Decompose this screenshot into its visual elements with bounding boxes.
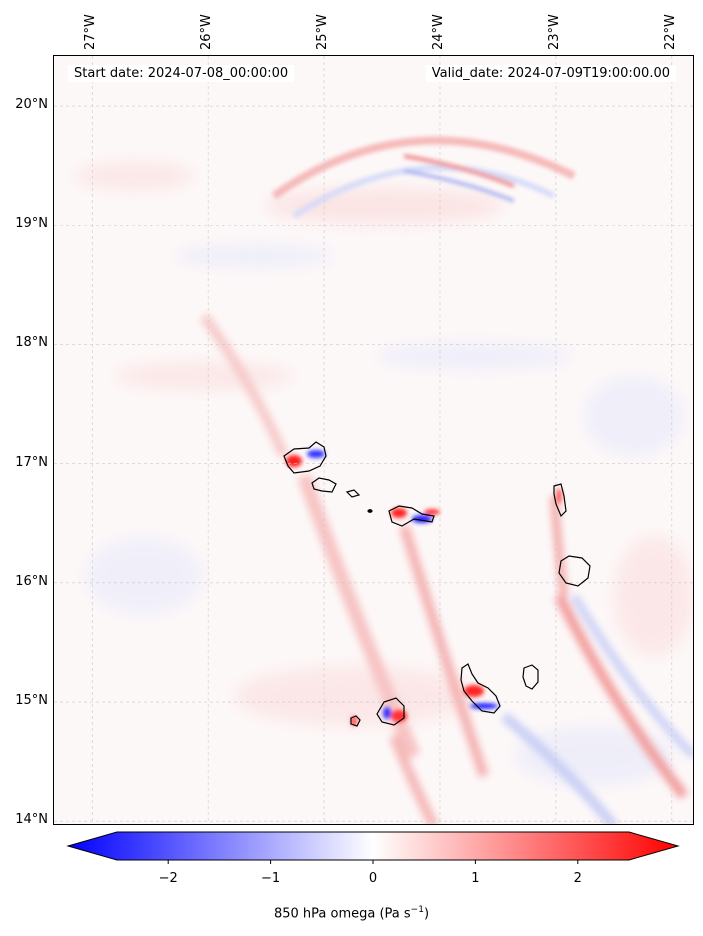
longitude-label: 23°W — [546, 14, 562, 50]
longitude-label: 25°W — [315, 14, 331, 50]
island-santiago — [460, 663, 501, 714]
colorbar-tick-label: −2 — [158, 871, 178, 886]
longitude-label: 26°W — [199, 14, 215, 50]
colorbar-tick-label: −1 — [261, 871, 281, 886]
longitude-label: 27°W — [83, 14, 99, 50]
latitude-label: 15°N — [15, 693, 48, 709]
colorbar-label-suffix: ) — [423, 906, 430, 922]
colorbar-tick-label: 1 — [471, 871, 480, 886]
island-sao-vicente — [311, 477, 337, 493]
latitude-label: 19°N — [15, 216, 48, 232]
island-santa-luzia — [345, 489, 361, 498]
island-sao-nicolau — [388, 505, 435, 527]
latitude-label: 14°N — [15, 812, 48, 828]
island-maio — [522, 664, 539, 690]
coastlines — [283, 441, 591, 727]
valid-date-label: Valid_date: 2024-07-09T19:00:00.00 — [425, 65, 676, 82]
field-background — [74, 162, 693, 786]
colorbar-tick-label: 2 — [573, 871, 582, 886]
colorbar-label-exponent: −1 — [410, 905, 424, 915]
gridlines — [54, 56, 693, 824]
latitude-label: 20°N — [15, 97, 48, 113]
island-santo-antao — [283, 441, 327, 474]
omega-field-map — [54, 56, 693, 824]
latitude-label: 16°N — [15, 573, 48, 589]
wave-arcs — [271, 136, 576, 219]
island-sal — [553, 483, 567, 518]
island-ilheus — [367, 509, 373, 513]
longitude-label: 22°W — [662, 14, 678, 50]
latitude-label: 18°N — [15, 335, 48, 351]
longitude-label: 24°W — [430, 14, 446, 50]
map-panel: Start date: 2024-07-08_00:00:00 Valid_da… — [53, 55, 694, 825]
colorbar — [66, 831, 680, 864]
colorbar-label-text: 850 hPa omega (Pa s — [273, 906, 411, 922]
colorbar-label: 850 hPa omega (Pa s−1) — [0, 905, 703, 921]
island-boa-vista — [558, 555, 591, 587]
latitude-label: 17°N — [15, 454, 48, 470]
island-brava — [350, 715, 361, 727]
start-date-label: Start date: 2024-07-08_00:00:00 — [68, 65, 295, 82]
island-fogo — [376, 697, 405, 726]
colorbar-tick-label: 0 — [368, 871, 378, 886]
